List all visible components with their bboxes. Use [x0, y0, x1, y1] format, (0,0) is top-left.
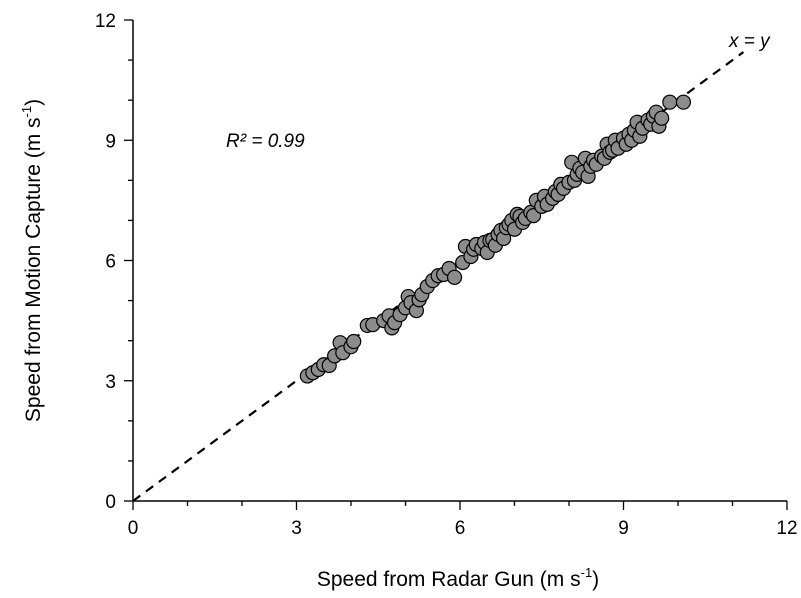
x-axis-title-suffix: )	[592, 568, 599, 591]
y-axis-title-superscript: -1	[19, 106, 34, 118]
r2-annotation: R² = 0.99	[226, 131, 305, 152]
x-tick-label: 9	[618, 518, 629, 539]
data-point	[446, 269, 463, 285]
y-axis-title: Speed from Motion Capture (m s-1)	[19, 99, 45, 422]
data-point	[654, 110, 670, 126]
y-tick-label: 12	[95, 11, 116, 32]
y-tick-label: 6	[105, 252, 116, 273]
y-tick-label: 0	[105, 492, 116, 513]
x-tick-label: 3	[291, 518, 302, 539]
x-tick-label: 12	[776, 518, 797, 539]
y-tick-label: 3	[105, 372, 116, 393]
tick-labels: 0 3 6 9 12 0 3 6 9 12	[95, 11, 798, 539]
data-point	[675, 94, 692, 110]
data-point	[662, 94, 678, 110]
y-axis-title-suffix: )	[22, 99, 45, 106]
axes	[124, 19, 788, 510]
x-axis-title-main: Speed from Radar Gun (m s	[317, 568, 581, 591]
identity-line-label: x = y	[728, 31, 771, 52]
x-axis-title: Speed from Radar Gun (m s-1)	[317, 565, 599, 591]
y-tick-label: 9	[105, 131, 116, 152]
x-tick-label: 6	[455, 518, 466, 539]
data-points	[299, 94, 692, 384]
data-point	[346, 333, 362, 350]
x-axis-title-superscript: -1	[581, 565, 593, 580]
x-tick-label: 0	[128, 518, 139, 539]
y-axis-title-main: Speed from Motion Capture (m s	[22, 117, 45, 422]
